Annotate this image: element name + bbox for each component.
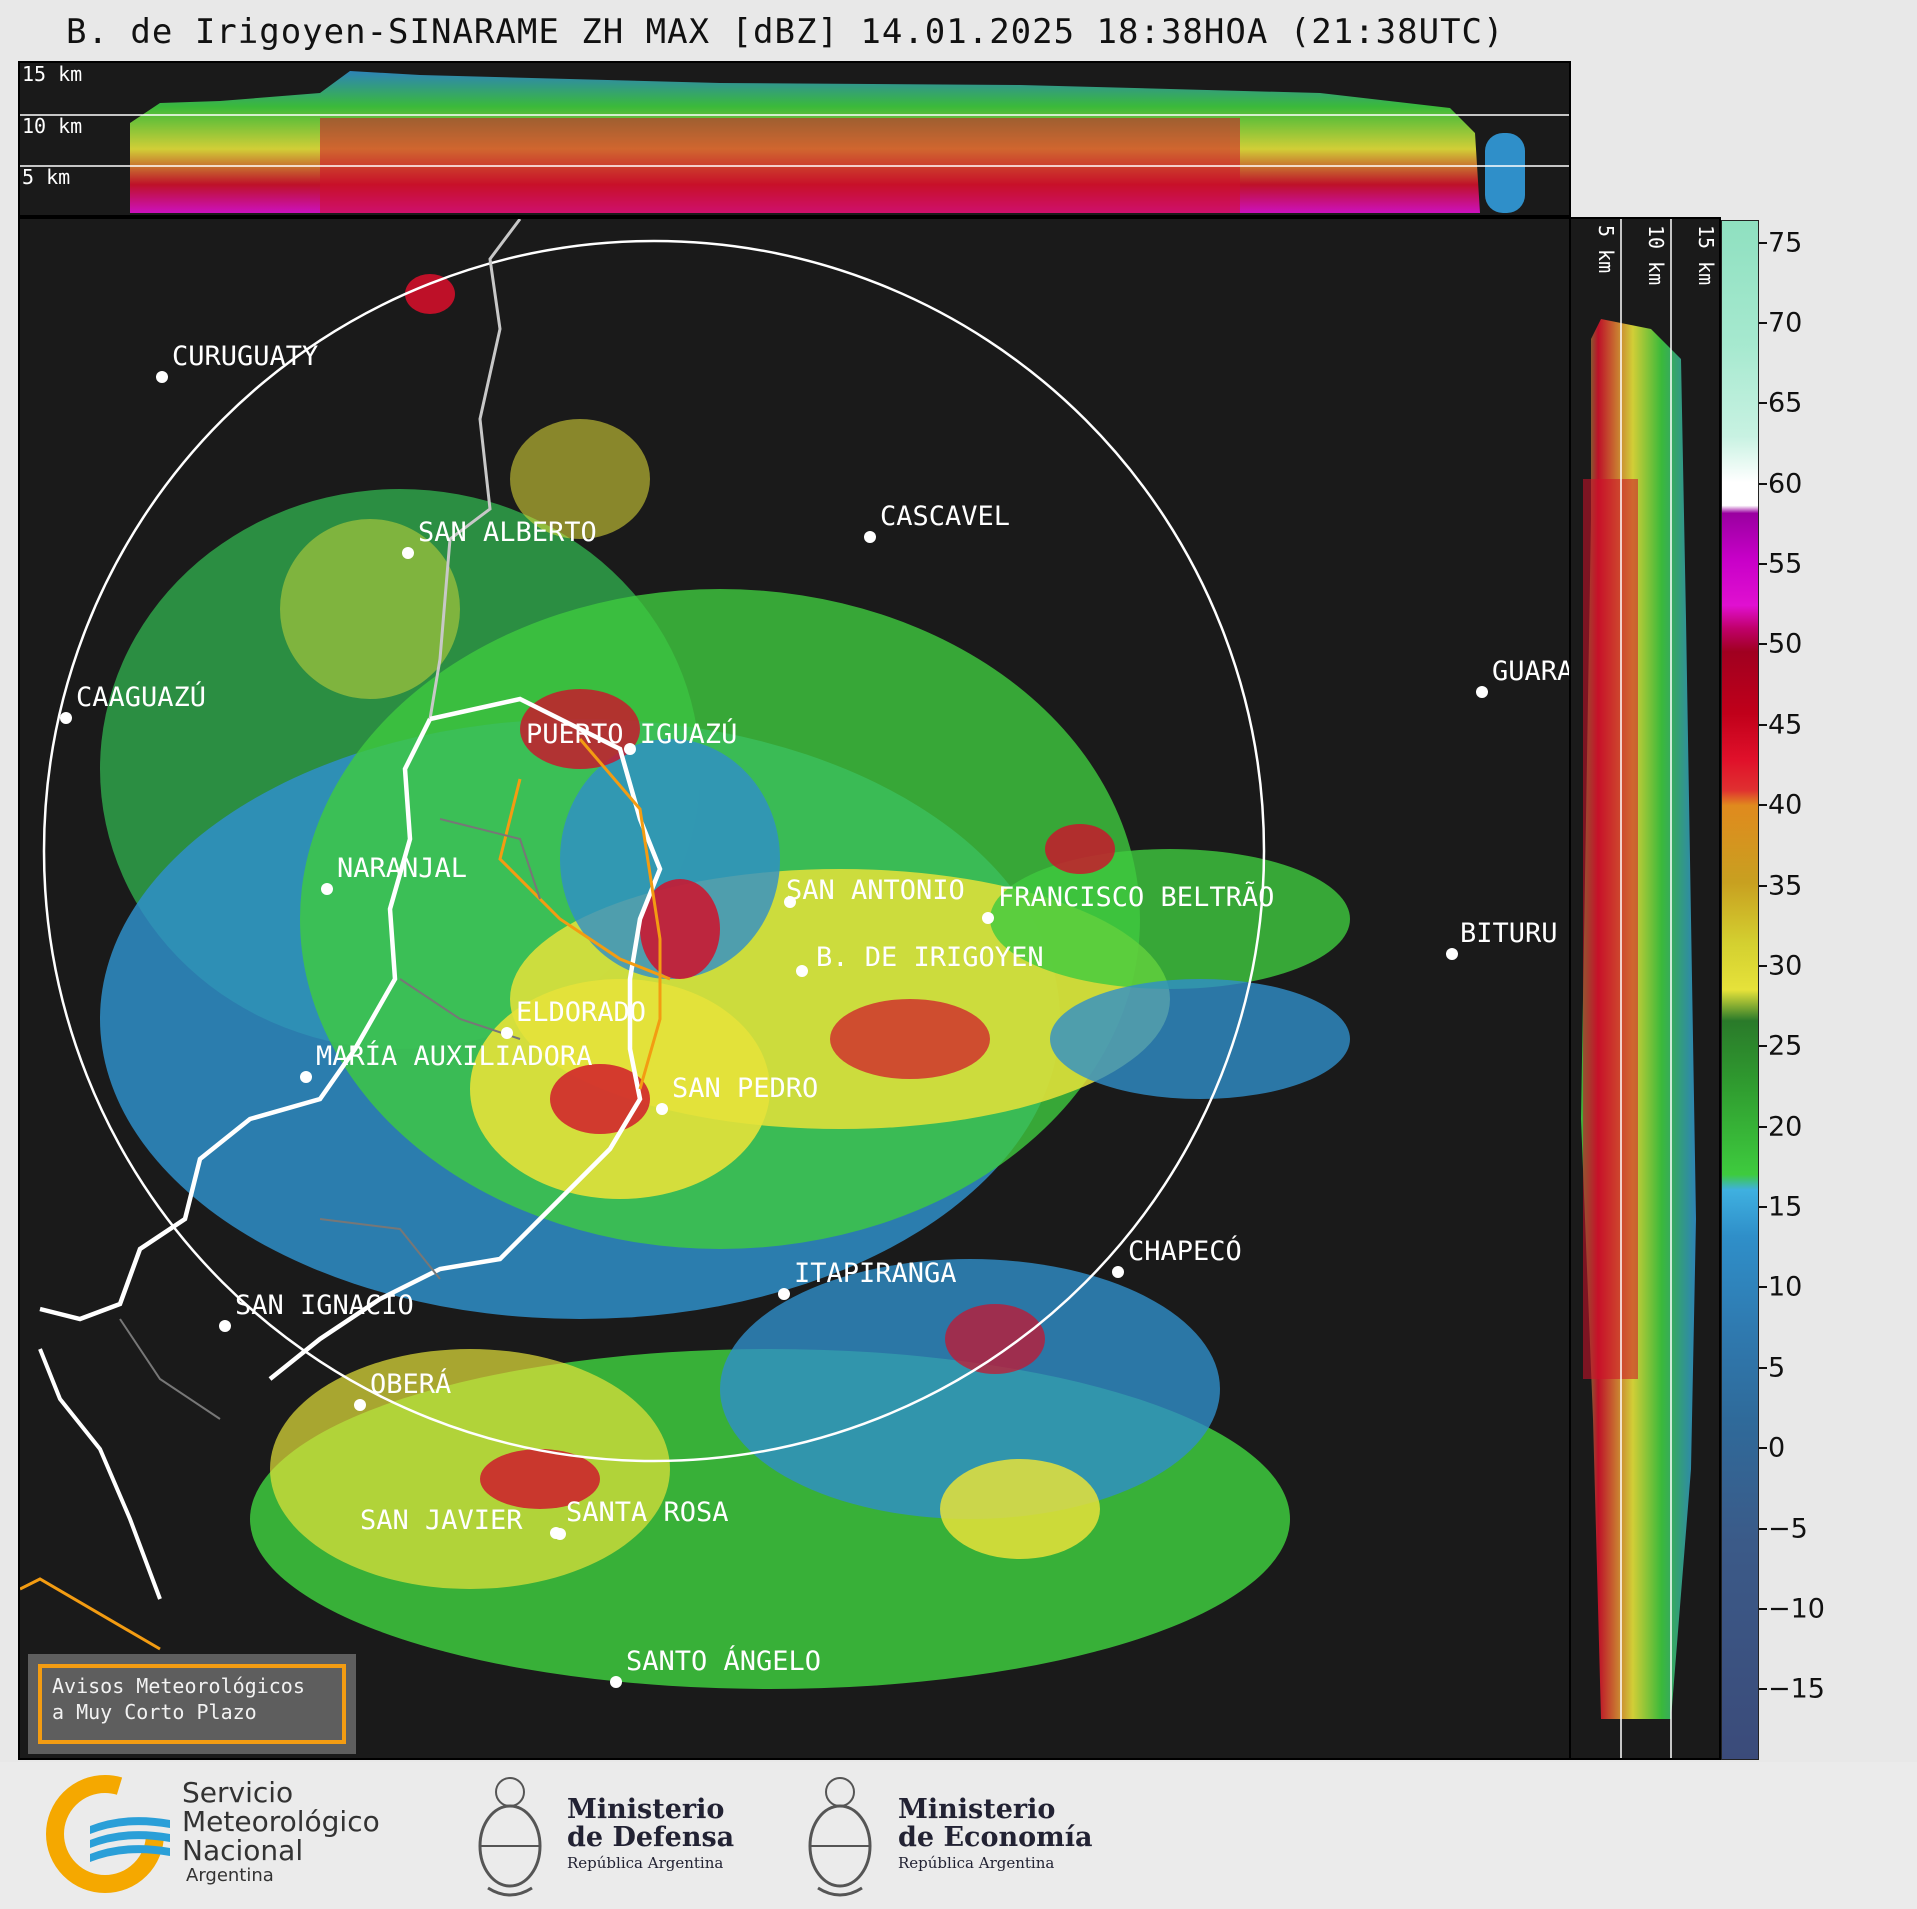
svg-text:FRANCISCO BELTRÃO: FRANCISCO BELTRÃO: [998, 881, 1274, 913]
department-lines: [119, 818, 541, 1420]
right-label-10km: 10 km: [1644, 225, 1668, 285]
smn-logo-icon: [46, 1775, 170, 1893]
svg-text:BITURU: BITURU: [1460, 918, 1558, 949]
economia-logo-text: Ministerio de Economía República Argenti…: [898, 1794, 1093, 1873]
city-puerto-iguazu[interactable]: PUERTO IGUAZÚ: [526, 718, 737, 755]
svg-text:OBERÁ: OBERÁ: [370, 1368, 451, 1400]
city-markers[interactable]: CURUGUATY SAN ALBERTO CASCAVEL CAAGUAZÚ …: [60, 341, 1569, 1688]
top-label-5km: 5 km: [22, 165, 70, 189]
top-label-10km: 10 km: [22, 114, 82, 138]
right-cross-section-panel: 5 km 10 km 15 km: [1569, 217, 1721, 1760]
top-cross-section-panel: 15 km 10 km 5 km: [18, 61, 1571, 217]
warning-line2: a Muy Corto Plazo: [52, 1700, 257, 1724]
warning-box-inner[interactable]: Avisos Meteorológicos a Muy Corto Plazo: [38, 1664, 346, 1744]
tick-35: 35: [1768, 870, 1803, 902]
city-itapiranga[interactable]: ITAPIRANGA: [778, 1258, 957, 1300]
svg-text:SANTO ÁNGELO: SANTO ÁNGELO: [626, 1645, 821, 1677]
svg-text:CHAPECÓ: CHAPECÓ: [1128, 1235, 1242, 1267]
tick-20: 20: [1768, 1111, 1803, 1143]
tick-50: 50: [1768, 628, 1803, 660]
warning-box[interactable]: Avisos Meteorológicos a Muy Corto Plazo: [28, 1654, 356, 1754]
tick-minus10: −10: [1768, 1593, 1825, 1625]
argentina-border-line: [39, 717, 433, 1322]
svg-text:SAN PEDRO: SAN PEDRO: [672, 1073, 818, 1104]
smn-logo-text: Servicio Meteorológico Nacional Argentin…: [182, 1776, 380, 1886]
city-bituru[interactable]: BITURU: [1446, 918, 1558, 960]
right-label-5km: 5 km: [1594, 225, 1618, 273]
svg-text:ITAPIRANGA: ITAPIRANGA: [794, 1258, 957, 1289]
tick-75: 75: [1768, 227, 1803, 259]
svg-text:CAAGUAZÚ: CAAGUAZÚ: [76, 681, 206, 713]
city-cascavel[interactable]: CASCAVEL: [864, 501, 1010, 543]
city-obera[interactable]: OBERÁ: [354, 1368, 451, 1411]
svg-text:ELDORADO: ELDORADO: [516, 997, 646, 1028]
tick-40: 40: [1768, 789, 1803, 821]
tick-30: 30: [1768, 950, 1803, 982]
svg-text:SAN ANTONIO: SAN ANTONIO: [786, 875, 965, 906]
right-label-15km: 15 km: [1694, 225, 1718, 285]
right-cross-section-svg: 5 km 10 km 15 km: [1581, 219, 1718, 1758]
city-san-antonio[interactable]: SAN ANTONIO: [784, 875, 965, 908]
colorbar: [1721, 220, 1759, 1760]
radar-map-panel[interactable]: CURUGUATY SAN ALBERTO CASCAVEL CAAGUAZÚ …: [18, 217, 1571, 1760]
svg-text:CASCAVEL: CASCAVEL: [880, 501, 1010, 532]
tick-25: 25: [1768, 1030, 1803, 1062]
svg-text:NARANJAL: NARANJAL: [337, 853, 467, 884]
coat-of-arms-icon-2: [808, 1777, 872, 1897]
city-curuguaty[interactable]: CURUGUATY: [156, 341, 318, 383]
city-francisco-beltrao[interactable]: FRANCISCO BELTRÃO: [982, 881, 1274, 924]
defensa-logo-text: Ministerio de Defensa República Argentin…: [567, 1794, 735, 1873]
city-san-alberto[interactable]: SAN ALBERTO: [402, 517, 597, 559]
svg-text:SAN JAVIER: SAN JAVIER: [360, 1505, 523, 1536]
city-santo-angelo[interactable]: SANTO ÁNGELO: [610, 1645, 821, 1688]
svg-text:B. DE IRIGOYEN: B. DE IRIGOYEN: [816, 942, 1044, 973]
tick-0: 0: [1768, 1432, 1786, 1464]
svg-text:PUERTO IGUAZÚ: PUERTO IGUAZÚ: [526, 718, 737, 750]
city-santa-rosa[interactable]: SANTA ROSA: [550, 1497, 729, 1539]
tick-70: 70: [1768, 307, 1803, 339]
city-guara[interactable]: GUARA: [1476, 656, 1569, 698]
reflectivity-echoes: [100, 274, 1350, 1689]
coat-of-arms-icon: [478, 1777, 542, 1897]
tick-45: 45: [1768, 709, 1803, 741]
footer-logos: Servicio Meteorológico Nacional Argentin…: [0, 1762, 1917, 1909]
range-ring: [42, 239, 1266, 1463]
tick-5: 5: [1768, 1352, 1786, 1384]
tick-15: 15: [1768, 1191, 1803, 1223]
svg-text:SAN ALBERTO: SAN ALBERTO: [418, 517, 597, 548]
right-echo-core: [1583, 479, 1638, 1379]
top-label-15km: 15 km: [22, 63, 82, 86]
svg-text:SAN IGNACIO: SAN IGNACIO: [235, 1290, 414, 1321]
city-naranjal[interactable]: NARANJAL: [321, 853, 467, 895]
map-title: B. de Irigoyen-SINARAME ZH MAX [dBZ] 14.…: [66, 12, 1505, 52]
svg-text:GUARA: GUARA: [1492, 656, 1569, 687]
city-chapeco[interactable]: CHAPECÓ: [1112, 1235, 1242, 1278]
radar-map-svg[interactable]: CURUGUATY SAN ALBERTO CASCAVEL CAAGUAZÚ …: [20, 219, 1569, 1758]
city-san-javier[interactable]: SAN JAVIER: [360, 1505, 566, 1540]
svg-text:CURUGUATY: CURUGUATY: [172, 341, 318, 372]
city-eldorado[interactable]: ELDORADO: [501, 997, 646, 1039]
tick-minus15: −15: [1768, 1673, 1825, 1705]
warning-line1: Avisos Meteorológicos: [52, 1674, 305, 1698]
svg-text:SANTA ROSA: SANTA ROSA: [566, 1497, 729, 1528]
tick-55: 55: [1768, 548, 1803, 580]
orange-route: [498, 738, 671, 1090]
city-san-pedro[interactable]: SAN PEDRO: [656, 1073, 818, 1115]
south-border-line: [38, 1348, 162, 1600]
river-border-line: [428, 219, 522, 720]
svg-text:MARÍA AUXILIADORA: MARÍA AUXILIADORA: [316, 1040, 592, 1072]
top-cross-section-svg: 15 km 10 km 5 km: [20, 63, 1569, 213]
tick-minus5: −5: [1768, 1513, 1808, 1545]
tick-65: 65: [1768, 387, 1803, 419]
city-san-ignacio[interactable]: SAN IGNACIO: [219, 1290, 414, 1332]
tick-60: 60: [1768, 468, 1803, 500]
city-caaguazu[interactable]: CAAGUAZÚ: [60, 681, 206, 724]
city-b-de-irigoyen[interactable]: B. DE IRIGOYEN: [796, 942, 1044, 977]
top-echo-right-cell: [1485, 133, 1525, 213]
misiones-east-border: [268, 696, 663, 1381]
tick-10: 10: [1768, 1271, 1803, 1303]
city-maria-auxiliadora[interactable]: MARÍA AUXILIADORA: [300, 1040, 592, 1083]
orange-corner-line: [20, 1577, 161, 1651]
